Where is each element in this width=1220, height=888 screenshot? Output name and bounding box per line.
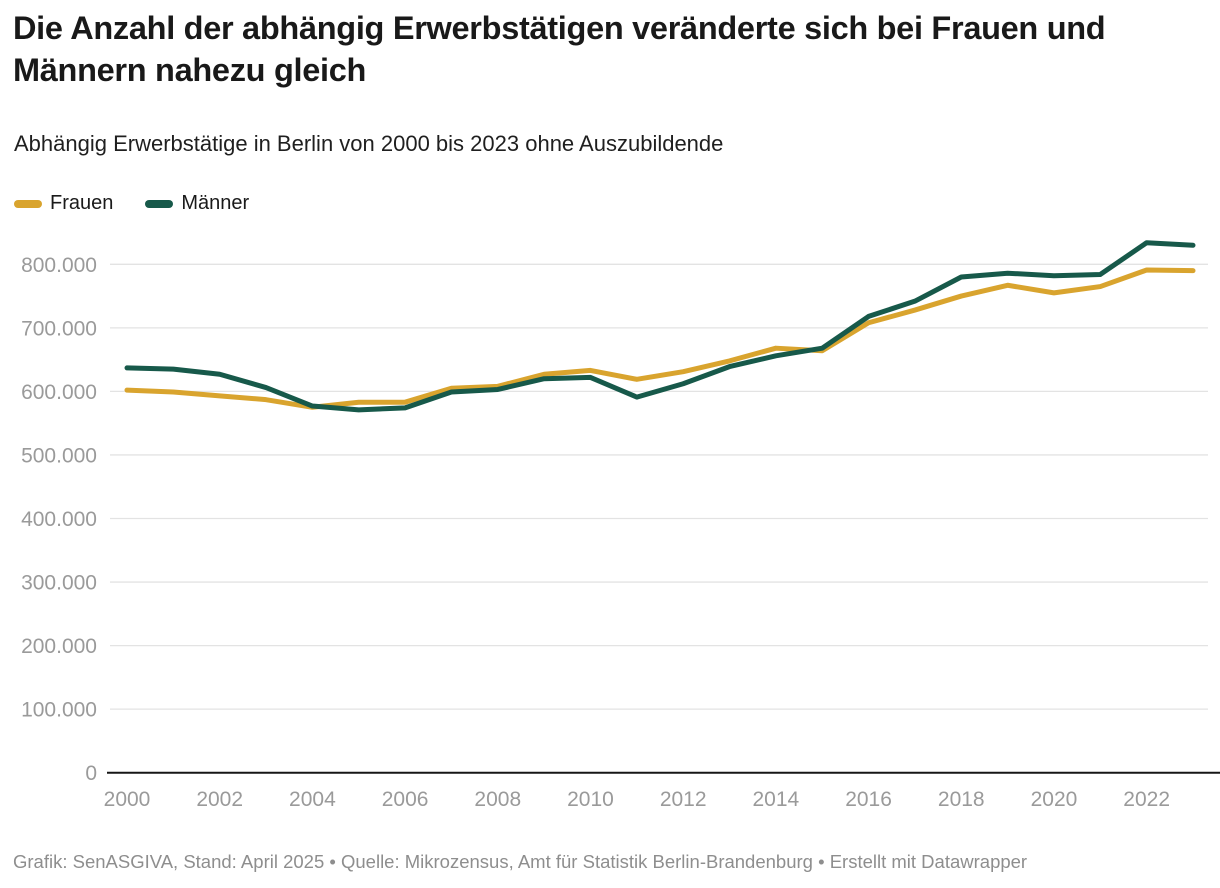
y-tick-label: 400.000 <box>21 508 97 531</box>
y-tick-label: 800.000 <box>21 254 97 277</box>
y-tick-label: 700.000 <box>21 317 97 340</box>
y-tick-label: 300.000 <box>21 572 97 595</box>
x-tick-label: 2012 <box>660 788 707 811</box>
x-tick-label: 2002 <box>196 788 243 811</box>
attribution-footer: Grafik: SenASGIVA, Stand: April 2025 • Q… <box>13 851 1028 872</box>
x-tick-label: 2010 <box>567 788 614 811</box>
y-tick-label: 500.000 <box>21 444 97 467</box>
y-tick-label: 200.000 <box>21 635 97 658</box>
frauen-data-line <box>124 267 1196 410</box>
maenner-data-line <box>124 240 1196 413</box>
y-tick-label: 100.000 <box>21 699 97 722</box>
legend-label-frauen: Frauen <box>50 192 114 214</box>
legend-label-maenner: Männer <box>181 192 250 214</box>
legend-item-maenner: Männer <box>145 192 249 215</box>
x-tick-label: 2004 <box>289 788 336 811</box>
legend-item-frauen: Frauen <box>14 192 113 215</box>
x-tick-label: 2000 <box>104 788 151 811</box>
y-tick-label: 0 <box>85 762 97 785</box>
x-tick-label: 2020 <box>1031 788 1078 811</box>
x-tick-label: 2014 <box>753 788 800 811</box>
x-tick-label: 2016 <box>845 788 892 811</box>
frauen-line-swatch <box>14 199 42 208</box>
x-tick-label: 2006 <box>382 788 429 811</box>
maenner-line-swatch <box>145 199 174 208</box>
x-tick-label: 2008 <box>474 788 521 811</box>
x-tick-label: 2018 <box>938 788 985 811</box>
legend: Frauen Männer <box>14 192 249 215</box>
y-tick-label: 600.000 <box>21 381 97 404</box>
x-tick-label: 2022 <box>1123 788 1170 811</box>
chart-subtitle: Abhängig Erwerbstätige in Berlin von 200… <box>14 131 724 156</box>
chart-title: Die Anzahl der abhängig Erwerbstätigen v… <box>13 10 1106 88</box>
